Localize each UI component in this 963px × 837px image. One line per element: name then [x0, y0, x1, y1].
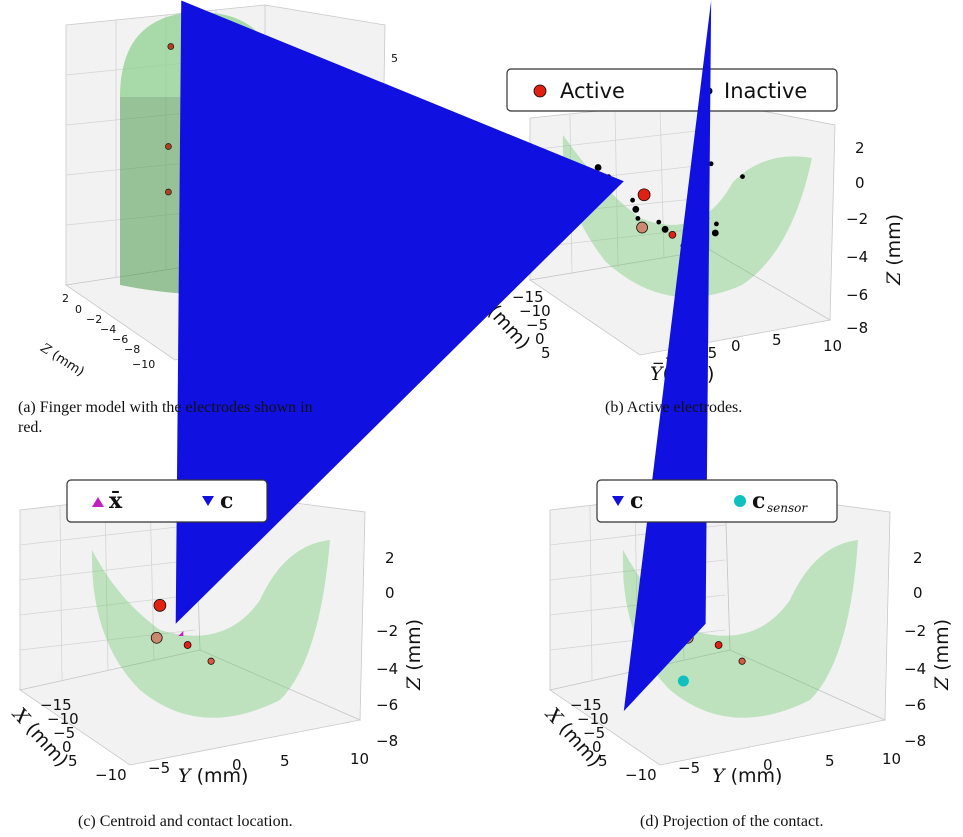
active-electrode-point	[669, 231, 676, 238]
panel-d-tick-label: 2	[913, 549, 923, 567]
panel-d-tick-label: 0	[913, 584, 923, 602]
electrode-point	[165, 144, 171, 150]
legend-contact-label-d: c	[630, 488, 643, 514]
panel-d-tick-label: −5	[678, 759, 700, 777]
panel-b-tick-label: 2	[855, 139, 865, 157]
panel-c-tick-label: 2	[385, 549, 395, 567]
panel-b-z-label: Z (mm)	[883, 214, 905, 286]
panel-c-y-label: Y (mm)	[178, 765, 248, 787]
panel-c-tick-label: −8	[376, 732, 398, 750]
panel-c-tick-label: 5	[280, 752, 290, 770]
panel-d-tick-label: −4	[904, 660, 926, 678]
electrode-point	[168, 44, 174, 50]
panel-b-tick-label: −6	[846, 286, 868, 304]
active-electrode-point	[739, 658, 745, 664]
inactive-electrode-point	[714, 222, 719, 227]
panel-b-tick-label: 5	[772, 331, 782, 349]
caption-c: (c) Centroid and contact location.	[78, 812, 293, 832]
legend-active-label: Active	[560, 79, 625, 103]
panel-a-tick-label: 2	[62, 292, 69, 305]
panel-a-z-label: Z (mm)	[37, 340, 87, 380]
inactive-electrode-point	[630, 198, 635, 203]
panel-d-tick-label: −10	[625, 766, 657, 784]
panel-d-tick-label: −6	[904, 696, 926, 714]
panel-c-legend: x̄ c	[67, 480, 267, 522]
legend-active-marker	[534, 85, 546, 97]
caption-a: (a) Finger model with the electrodes sho…	[18, 398, 448, 438]
legend-inactive-label: Inactive	[724, 79, 807, 103]
caption-d: (d) Projection of the contact.	[640, 812, 824, 832]
panel-a-tick-label: −8	[124, 343, 140, 356]
inactive-electrode-point	[740, 174, 745, 179]
panel-b-tick-label: −2	[846, 210, 868, 228]
panel-d-tick-label: 10	[882, 750, 901, 768]
panel-a-tick-label: 5	[391, 52, 398, 65]
electrode-point	[165, 189, 171, 195]
panel-b-tick-label: −4	[846, 248, 868, 266]
legend-sensor-subscript: sensor	[767, 501, 808, 515]
inactive-electrode-point	[632, 206, 639, 213]
caption-b: (b) Active electrodes.	[605, 398, 742, 418]
panel-b-tick-label: 5	[541, 344, 551, 362]
inactive-electrode-point	[656, 220, 661, 225]
inactive-electrode-point	[636, 216, 641, 221]
active-electrode-point	[154, 599, 166, 611]
active-electrode-point	[151, 632, 162, 643]
panel-c-tick-label: 0	[385, 584, 395, 602]
legend-contact-label: c	[220, 488, 233, 514]
panel-d-legend: c c sensor	[597, 480, 837, 522]
panel-b-tick-label: 0	[731, 337, 741, 355]
inactive-electrode-point	[712, 230, 719, 237]
panel-b-tick-label: 0	[855, 174, 865, 192]
panel-b-tick-label: −8	[846, 319, 868, 337]
panel-b-legend: Active Inactive	[507, 69, 837, 111]
panel-a-tick-label: 0	[75, 303, 82, 316]
active-electrode-point	[638, 189, 650, 201]
legend-sensor-marker	[734, 495, 746, 507]
active-electrode-point	[715, 642, 722, 649]
panel-d-z-label: Z (mm)	[931, 619, 953, 691]
panel-c-tick-label: −2	[376, 622, 398, 640]
active-electrode-point	[208, 658, 214, 664]
caption-a-line2: red.	[18, 418, 448, 438]
panel-d-tick-label: 5	[825, 752, 835, 770]
panel-c-z-label: Z (mm)	[403, 619, 425, 691]
panel-a-tick-label: −10	[132, 358, 155, 371]
panel-d-tick-label: −2	[904, 622, 926, 640]
legend-sensor-label: c	[752, 488, 765, 514]
panel-c-tick-label: −4	[376, 660, 398, 678]
legend-centroid-label: x̄	[109, 488, 123, 514]
panel-c-tick-label: 10	[350, 750, 369, 768]
panel-c-tick-label: −10	[95, 766, 127, 784]
panel-d-tick-label: −8	[904, 732, 926, 750]
active-electrode-point	[184, 642, 191, 649]
panel-b-tick-label: 10	[823, 337, 842, 355]
inactive-electrode-point	[662, 226, 669, 233]
panel-d-y-label: Y (mm)	[712, 765, 782, 787]
panel-c-tick-label: −6	[376, 696, 398, 714]
sensor-contact-marker	[678, 676, 689, 687]
active-electrode-point	[637, 222, 648, 233]
panel-c-tick-label: −5	[148, 759, 170, 777]
caption-a-line1: (a) Finger model with the electrodes sho…	[18, 398, 448, 418]
